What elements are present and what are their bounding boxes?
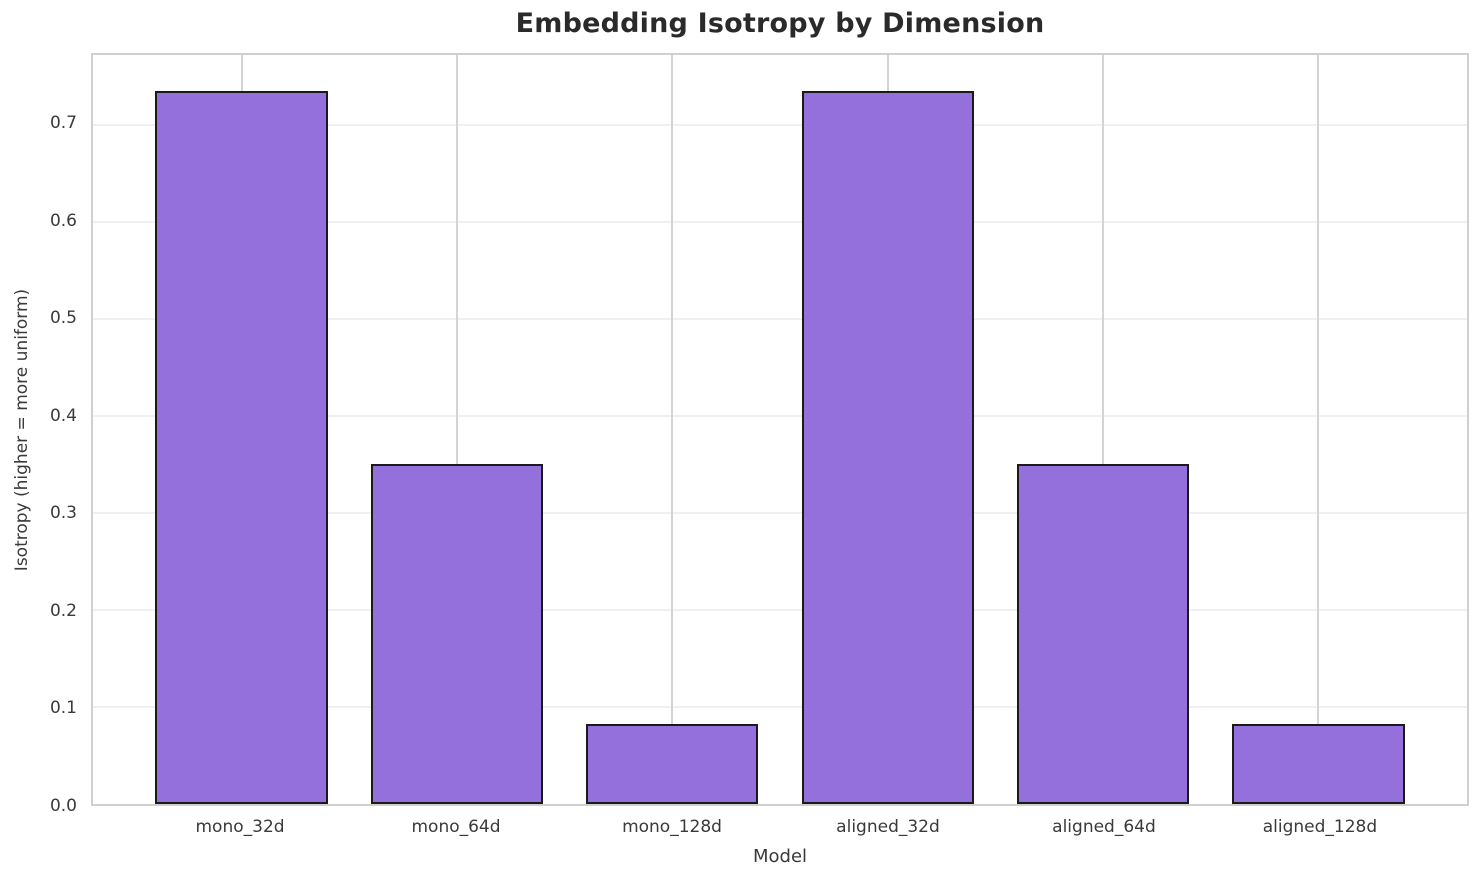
x-tick-label: aligned_64d xyxy=(1052,817,1156,837)
gridline-horizontal xyxy=(93,511,1467,514)
gridline-vertical xyxy=(671,55,674,804)
gridline-vertical xyxy=(455,55,458,804)
bar-mono_128d xyxy=(586,724,759,804)
gridline-vertical xyxy=(1102,55,1105,804)
y-tick-label: 0.6 xyxy=(49,211,77,231)
bar-mono_32d xyxy=(155,90,328,804)
gridline-horizontal xyxy=(93,123,1467,126)
x-tick-label: aligned_128d xyxy=(1262,817,1378,837)
plot-area xyxy=(91,53,1469,806)
y-tick-label: 0.7 xyxy=(49,113,77,133)
gridline-vertical xyxy=(1317,55,1320,804)
bar-aligned_32d xyxy=(801,90,974,804)
y-tick-label: 0.1 xyxy=(49,698,77,718)
x-tick-label: mono_64d xyxy=(411,817,501,837)
gridline-horizontal xyxy=(93,317,1467,320)
x-tick-label: mono_32d xyxy=(195,817,285,837)
x-axis-tick-labels: mono_32d mono_64d mono_128d aligned_32d alig… xyxy=(91,810,1469,842)
bar-aligned_64d xyxy=(1016,464,1190,804)
chart-title: Embedding Isotropy by Dimension xyxy=(515,8,1045,39)
x-axis-label: Model xyxy=(752,846,808,867)
y-tick-label: 0.2 xyxy=(49,601,77,621)
x-tick-label: aligned_32d xyxy=(836,817,940,837)
bar-mono_64d xyxy=(370,464,544,804)
gridline-horizontal xyxy=(93,608,1467,611)
y-tick-label: 0.4 xyxy=(49,406,77,426)
gridline-horizontal xyxy=(93,705,1467,708)
gridline-horizontal xyxy=(93,220,1467,223)
x-tick-label: mono_128d xyxy=(622,817,722,837)
y-tick-label: 0.5 xyxy=(49,308,77,328)
y-tick-label: 0.0 xyxy=(49,796,77,816)
gridline-horizontal xyxy=(93,414,1467,417)
y-tick-label: 0.3 xyxy=(49,503,77,523)
y-axis-tick-labels: 0.0 0.1 0.2 0.3 0.4 0.5 0.6 0.7 xyxy=(0,53,85,816)
bar-aligned_128d xyxy=(1232,724,1405,804)
